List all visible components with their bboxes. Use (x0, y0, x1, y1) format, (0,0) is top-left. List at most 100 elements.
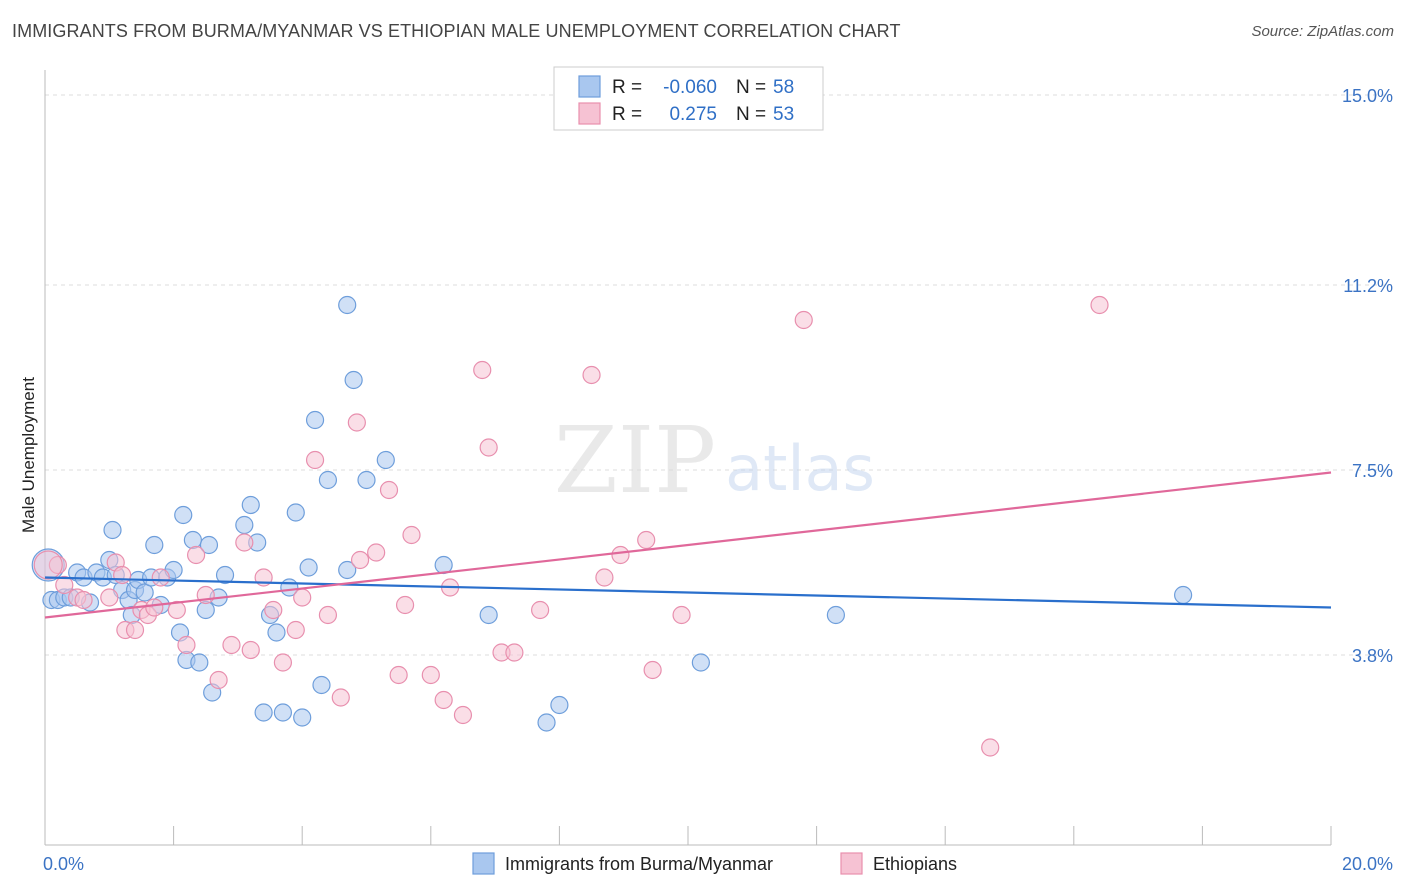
burma-point (299, 558, 318, 577)
ethiopian-point (395, 595, 415, 615)
watermark: ZIP atlas (554, 407, 875, 514)
source-label: Source: ZipAtlas.com (1251, 23, 1394, 40)
x-tick-label-max: 20.0% (1342, 854, 1393, 874)
ethiopian-point (402, 525, 421, 545)
correlation-legend: R = -0.060 N = 58 R = 0.275 N = 53 (553, 66, 824, 131)
burma-point (145, 535, 164, 555)
burma-point (479, 605, 498, 625)
legend-swatch-pink (578, 102, 601, 125)
burma-point (537, 713, 556, 732)
x-tick-label-min: 0.0% (43, 854, 84, 874)
burma-point (826, 605, 845, 625)
ethiopian-point (421, 665, 440, 685)
legend-r-value-2: 0.275 (669, 104, 717, 125)
ethiopian-point (643, 660, 662, 680)
burma-point (691, 653, 710, 672)
ethiopian-point (74, 590, 93, 610)
ethiopian-point (113, 565, 132, 585)
ethiopian-point (187, 545, 206, 565)
ethiopian-point (55, 575, 74, 595)
ethiopian-point (222, 635, 241, 655)
burma-point (286, 503, 305, 522)
ethiopian-point (350, 550, 370, 570)
burma-point (199, 535, 219, 555)
ethiopian-point (367, 543, 386, 562)
ethiopian-point (582, 365, 601, 385)
ethiopian-point (318, 605, 338, 625)
ethiopian-point (241, 640, 260, 660)
ethiopian-point (125, 620, 145, 640)
burma-point (174, 505, 193, 525)
ethiopian-point (531, 600, 550, 620)
ethiopian-point (453, 705, 473, 725)
ethiopian-point (286, 620, 305, 640)
ethiopian-point (167, 600, 186, 620)
legend-swatch-blue (578, 75, 601, 98)
burma-point (312, 675, 331, 695)
ethiopian-point (434, 690, 453, 710)
ethiopian-point (1090, 295, 1109, 315)
burma-point (1174, 585, 1193, 605)
ethiopian-point (347, 413, 366, 432)
ethiopian-point (505, 643, 524, 662)
burma-point (190, 653, 209, 672)
burma-point (376, 450, 395, 470)
tick-labels: 3.8% 7.5% 11.2% 15.0% 0.0% 20.0% (43, 86, 1393, 874)
ethiopian-point (637, 530, 656, 550)
burma-point (318, 470, 338, 490)
y-tick-label: 3.8% (1352, 646, 1393, 666)
burma-point (241, 495, 260, 515)
legend-n-label-2: N = (736, 104, 766, 125)
ethiopian-point (177, 635, 196, 655)
ethiopian-point (379, 480, 399, 500)
burma-point (215, 565, 235, 585)
ethiopian-point (611, 545, 630, 565)
burma-trend-line (44, 576, 1332, 609)
burma-point (357, 470, 376, 490)
watermark-zip: ZIP (554, 407, 716, 514)
ethiopian-point (479, 438, 498, 457)
burma-point (293, 708, 312, 727)
ethiopian-trend-line (44, 471, 1332, 619)
ethiopian-point (293, 588, 312, 607)
ethiopian-point (273, 653, 293, 672)
ethiopian-point (264, 600, 283, 620)
burma-point (550, 695, 569, 715)
burma-point (254, 703, 273, 722)
legend-label-burma: Immigrants from Burma/Myanmar (505, 854, 773, 874)
legend-r-value-1: -0.060 (663, 77, 717, 98)
watermark-atlas: atlas (725, 432, 875, 505)
y-tick-label: 7.5% (1352, 461, 1393, 481)
chart-title: IMMIGRANTS FROM BURMA/MYANMAR VS ETHIOPI… (12, 21, 901, 41)
ethiopian-point (235, 533, 254, 552)
ethiopian-point (473, 360, 492, 380)
burma-point (273, 703, 293, 722)
burma-point (235, 515, 254, 535)
legend-r-label-1: R = (612, 77, 642, 98)
burma-point (338, 295, 357, 315)
burma-point (338, 560, 357, 580)
ethiopian-point (151, 568, 170, 587)
legend-n-label-1: N = (736, 77, 766, 98)
series-legend: Immigrants from Burma/Myanmar Ethiopians (472, 852, 957, 875)
axes (44, 70, 1332, 846)
burma-point (344, 370, 363, 390)
ethiopian-point (305, 450, 325, 470)
legend-n-value-1: 58 (773, 77, 794, 98)
gridlines (45, 94, 1392, 656)
series-ethiopian-points (33, 295, 1109, 757)
ethiopian-point (389, 665, 408, 685)
burma-point (135, 583, 154, 602)
burma-point (267, 623, 286, 642)
burma-point (183, 530, 202, 550)
ethiopian-cluster-point (33, 550, 63, 580)
ethiopian-point (209, 670, 228, 690)
ethiopian-point (595, 568, 614, 587)
legend-swatch-ethiopians (840, 852, 863, 875)
ethiopian-point (331, 688, 350, 707)
legend-label-ethiopians: Ethiopians (873, 854, 957, 874)
y-tick-label: 15.0% (1342, 86, 1393, 106)
ethiopian-point (100, 588, 119, 607)
ethiopian-point (981, 738, 1000, 757)
